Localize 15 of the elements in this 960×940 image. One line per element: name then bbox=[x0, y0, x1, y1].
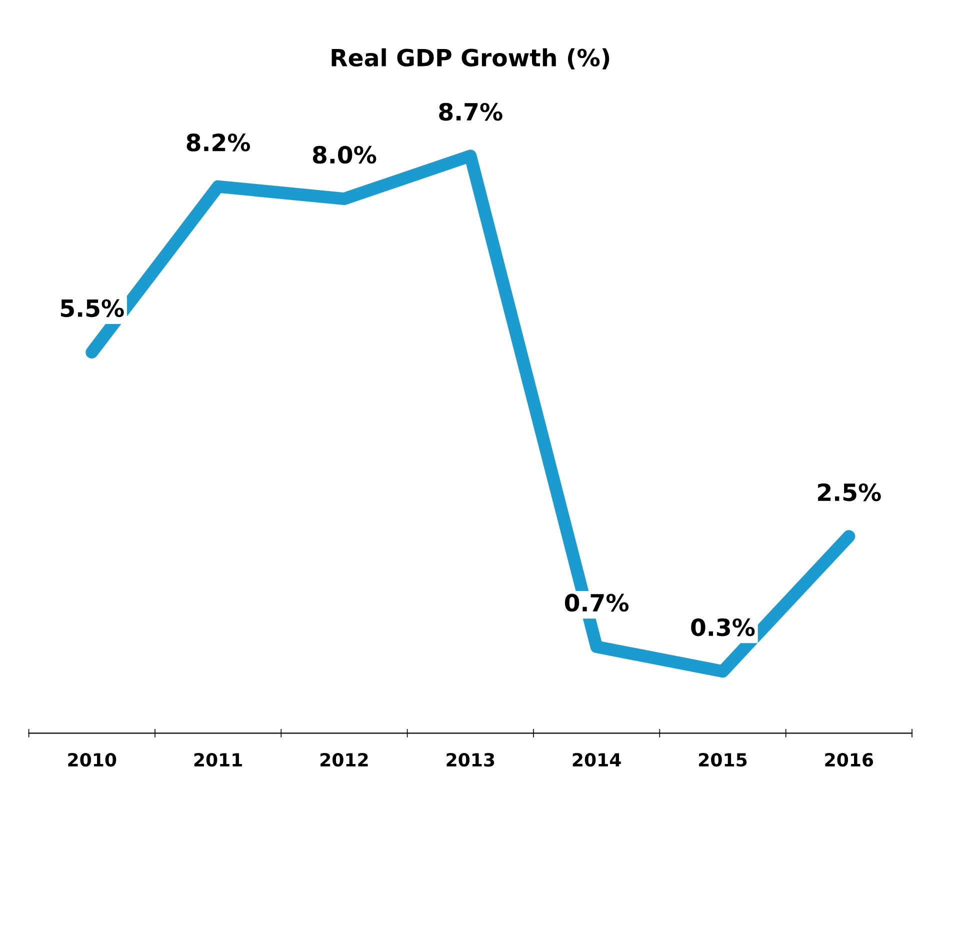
x-tick-label: 2014 bbox=[572, 752, 621, 767]
x-tick-label: 2015 bbox=[699, 752, 747, 767]
data-label: 0.7% bbox=[564, 594, 629, 612]
x-tick-label: 2013 bbox=[446, 752, 494, 767]
data-label: 5.5% bbox=[60, 299, 124, 318]
x-tick-label: 2016 bbox=[825, 752, 874, 767]
x-tick-label: 2011 bbox=[194, 752, 242, 767]
data-label: 8.2% bbox=[186, 134, 250, 152]
x-tick-label: 2012 bbox=[320, 752, 368, 767]
data-label: 8.7% bbox=[439, 102, 502, 121]
x-tick-label: 2010 bbox=[68, 752, 116, 767]
data-label: 8.0% bbox=[312, 146, 376, 164]
data-label: 0.3% bbox=[691, 618, 755, 636]
chart-title: Real GDP Growth (%) bbox=[332, 48, 610, 70]
data-label: 2.5% bbox=[818, 483, 881, 502]
